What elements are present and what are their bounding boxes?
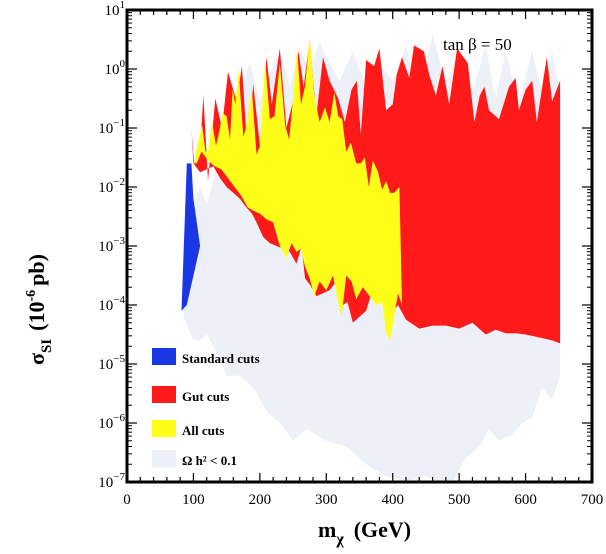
x-tick-label: 700 bbox=[581, 492, 604, 508]
plot-areas bbox=[181, 33, 561, 482]
x-tick-label: 500 bbox=[448, 492, 471, 508]
y-tick-label: 10−4 bbox=[98, 294, 125, 314]
x-tick-label: 400 bbox=[381, 492, 404, 508]
region-standard-cuts bbox=[181, 163, 201, 311]
legend-swatch-gut-cuts bbox=[152, 386, 176, 403]
tick-labels: 0 100 200 300 400 500 600 700 101 100 10−1 10−2 10−3… bbox=[98, 0, 603, 508]
legend-swatch-all-cuts bbox=[152, 420, 176, 437]
y-tick-label: 100 bbox=[105, 58, 126, 78]
legend-label-all-cuts: All cuts bbox=[182, 423, 224, 438]
x-axis-title: mχ (GeV) bbox=[318, 517, 411, 548]
legend-label-h-0-1: Ω h² < 0.1 bbox=[182, 453, 237, 468]
plot-frame bbox=[125, 8, 594, 484]
region-all-cuts bbox=[194, 36, 402, 341]
y-tick-label: 10−3 bbox=[98, 235, 125, 255]
y-tick-label: 10−7 bbox=[98, 471, 125, 491]
y-tick-label: 101 bbox=[105, 0, 126, 19]
legend-swatch-h-0-1 bbox=[152, 450, 176, 467]
x-tick-label: 300 bbox=[315, 492, 338, 508]
x-tick-label: 0 bbox=[123, 492, 131, 508]
y-tick-label: 10−1 bbox=[98, 117, 125, 137]
x-tick-label: 200 bbox=[249, 492, 272, 508]
legend-swatch-standard-cuts bbox=[152, 348, 176, 365]
y-axis-title: σSI(10-6pb) bbox=[24, 254, 55, 365]
y-tick-label: 10−6 bbox=[98, 412, 125, 432]
y-tick-label: 10−5 bbox=[98, 353, 125, 373]
annotation-tanbeta: tan β = 50 bbox=[443, 35, 512, 54]
x-tick-label: 100 bbox=[182, 492, 205, 508]
legend-label-gut-cuts: Gut cuts bbox=[182, 389, 229, 404]
legend: Standard cuts Gut cuts All cuts Ω h² < 0.1 bbox=[152, 348, 260, 468]
x-tick-label: 600 bbox=[514, 492, 537, 508]
legend-label-standard-cuts: Standard cuts bbox=[182, 351, 260, 366]
y-tick-label: 10−2 bbox=[98, 176, 125, 196]
